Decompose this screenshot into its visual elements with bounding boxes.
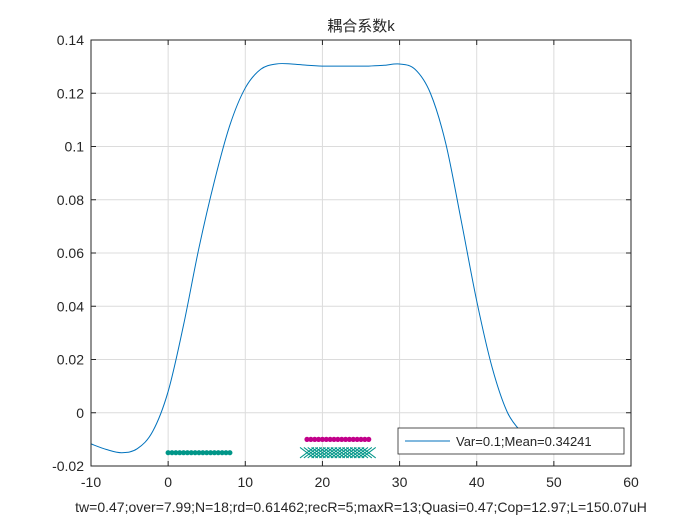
series-dot-marker: [323, 436, 329, 442]
series-x-marker: [342, 447, 357, 459]
series-x-marker: [315, 447, 330, 459]
y-tick-label: 0.02: [57, 352, 84, 368]
series-x-marker: [303, 447, 319, 459]
series-x-marker: [357, 447, 373, 459]
series-dot-marker: [366, 436, 372, 442]
series-dot-marker: [173, 450, 179, 456]
x-tick-label: 10: [237, 474, 253, 490]
x-tick-label: 20: [315, 474, 331, 490]
x-tick-label: -10: [81, 474, 101, 490]
series-x-marker: [334, 447, 350, 459]
y-tick-label: 0: [76, 405, 84, 421]
series-x-marker: [349, 447, 365, 459]
series-dot-marker: [335, 436, 341, 442]
x-tick-label: 60: [623, 474, 639, 490]
y-tick-label: 0.06: [57, 245, 84, 261]
series-dot-marker: [169, 450, 175, 456]
series-dot-marker: [219, 450, 225, 456]
series-x-marker: [353, 447, 369, 459]
series-dot-marker: [327, 436, 333, 442]
axis-ticks: -10 0 10 20 30 40 50 60 -0.02 0 0.02 0.04 0.06 0.08 0.…: [52, 32, 639, 490]
series-dot-marker: [304, 436, 310, 442]
y-tick-label: 0.04: [57, 298, 84, 314]
series-dot-marker: [180, 450, 187, 456]
series-dot-marker: [188, 450, 194, 456]
y-tick-label: 0.1: [65, 139, 85, 155]
series-dot-marker: [315, 436, 322, 442]
series-dot-marker: [339, 436, 345, 442]
x-tick-label: 40: [469, 474, 485, 490]
series-dot-marker: [177, 450, 183, 456]
series-x-marker: [361, 447, 377, 459]
x-tick-label: 50: [546, 474, 562, 490]
x-axis-label: tw=0.47;over=7.99;N=18;rd=0.61462;recR=5…: [75, 499, 647, 515]
series-x-marker: [322, 447, 338, 459]
series-x-marker: [299, 447, 315, 459]
y-tick-label: 0.08: [57, 192, 84, 208]
series-dot-marker: [319, 436, 326, 442]
series-dot-marker: [227, 450, 233, 456]
series-x-marker: [318, 447, 334, 459]
x-tick-label: 30: [392, 474, 408, 490]
series-x-marker: [330, 447, 346, 459]
series-dot-marker: [342, 436, 349, 442]
series-dot-marker: [312, 436, 318, 442]
y-tick-label: -0.02: [52, 458, 84, 474]
series-dot-marker: [196, 450, 202, 456]
x-tick-label: 0: [164, 474, 172, 490]
series-x-marker: [326, 447, 342, 459]
series-dot-marker: [350, 436, 356, 442]
series-dot-marker: [362, 436, 368, 442]
series-dot-marker: [223, 450, 229, 456]
series-x-marker: [311, 447, 326, 459]
legend-entry-label: Var=0.1;Mean=0.34241: [456, 434, 592, 449]
series-dot-marker: [200, 450, 206, 456]
series-x-marker: [307, 447, 323, 459]
series-dot-marker: [346, 436, 353, 442]
series-dot-marker: [207, 450, 214, 456]
legend: Var=0.1;Mean=0.34241: [397, 427, 625, 455]
series-dot-marker: [184, 450, 191, 456]
y-tick-label: 0.14: [57, 32, 84, 48]
series-x-marker: [345, 447, 361, 459]
series-x-marker: [338, 447, 353, 459]
series-dot-marker: [308, 436, 314, 442]
plot-area: [90, 63, 524, 459]
chart-title: 耦合系数k: [327, 18, 395, 35]
series-dot-marker: [331, 436, 337, 442]
series-dot-marker: [358, 436, 364, 442]
series-dot-marker: [204, 450, 210, 456]
series-dot-marker: [354, 436, 360, 442]
series-line: [90, 63, 524, 454]
y-tick-label: 0.12: [57, 85, 84, 101]
series-dot-marker: [211, 450, 218, 456]
series-dot-marker: [165, 450, 171, 456]
series-dot-marker: [215, 450, 221, 456]
series-dot-marker: [192, 450, 198, 456]
